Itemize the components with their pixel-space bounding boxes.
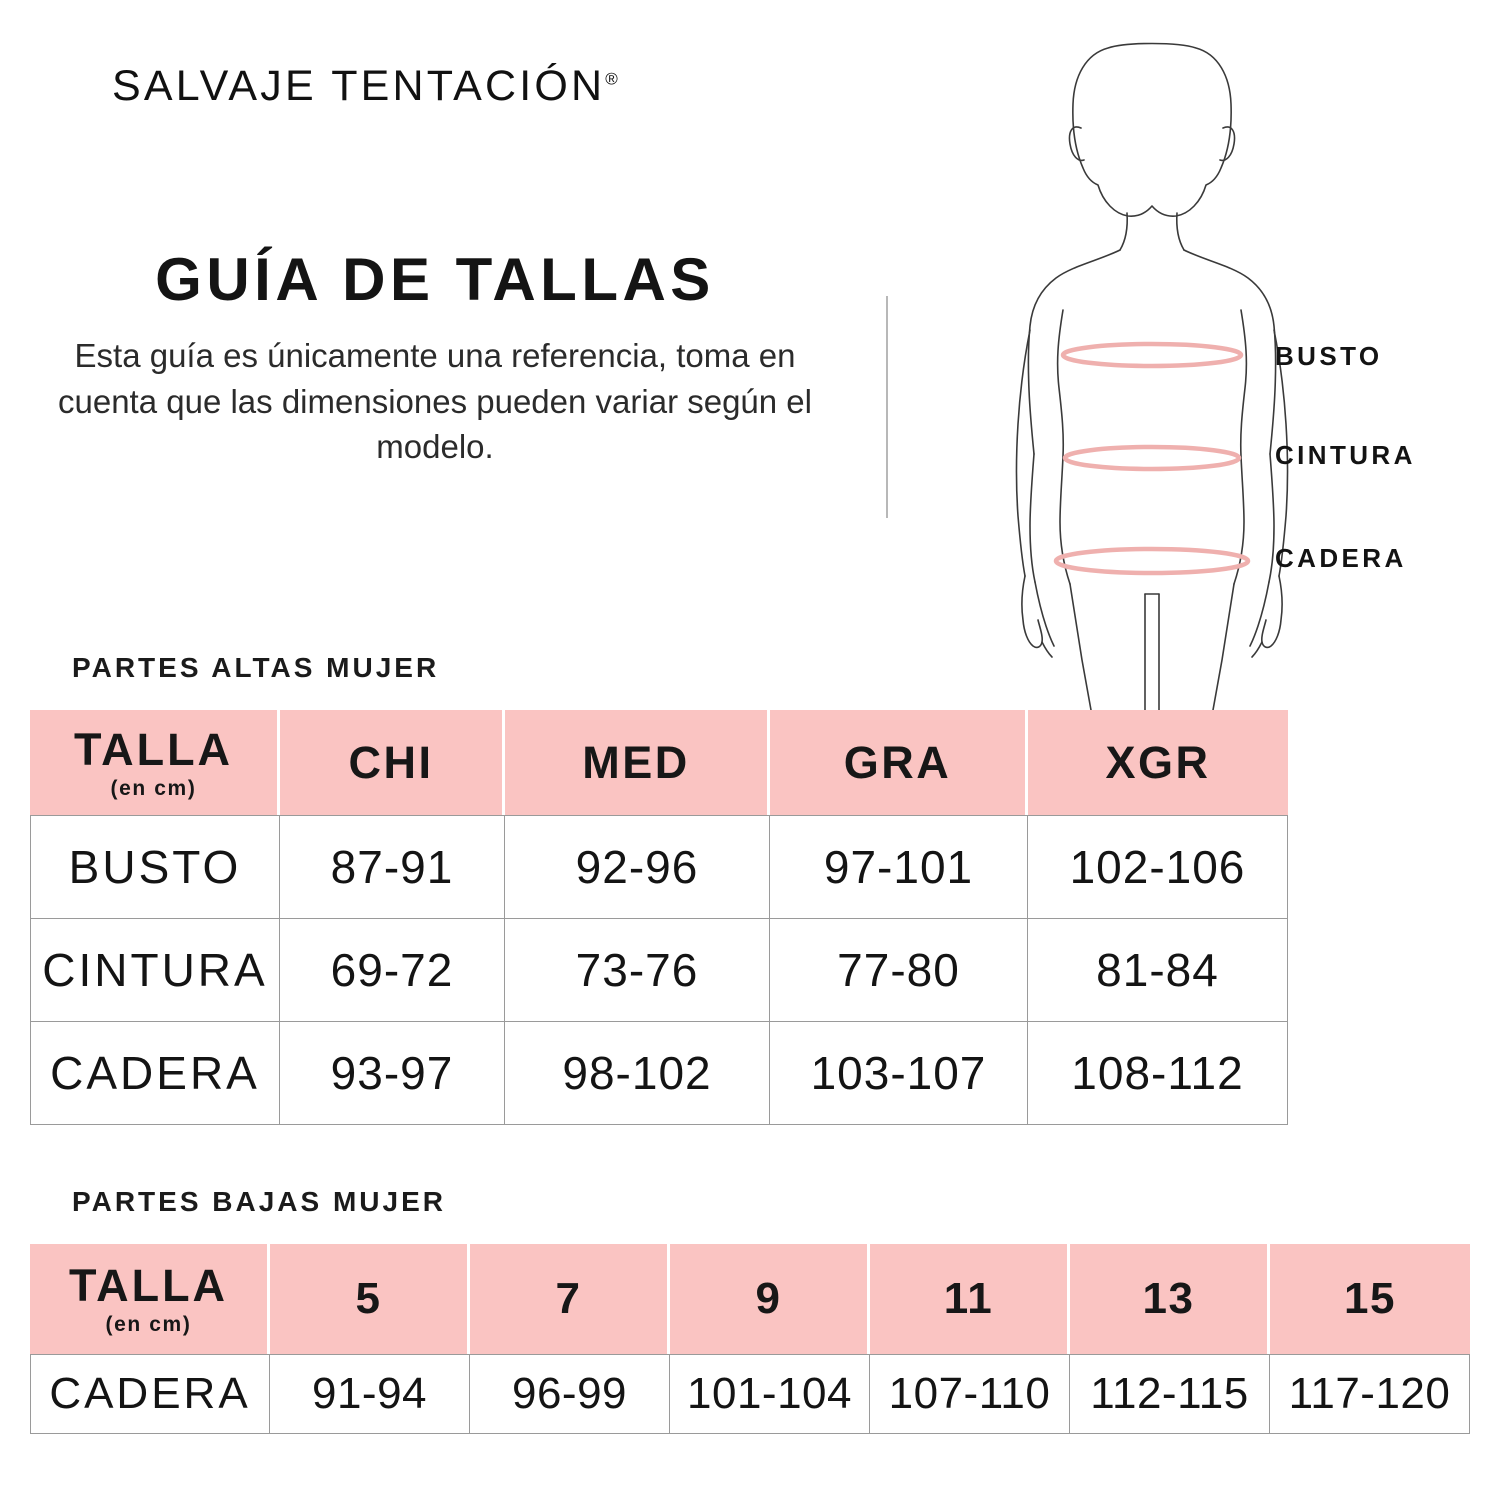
cell-cadera-xgr: 108-112 xyxy=(1028,1022,1288,1125)
cell-busto-chi: 87-91 xyxy=(280,815,505,919)
talla-sublabel: (en cm) xyxy=(105,1313,192,1336)
measurement-label-busto: BUSTO xyxy=(1275,341,1383,371)
cell-cadera-7: 96-99 xyxy=(470,1354,670,1434)
header-cell-talla: TALLA (en cm) xyxy=(30,1244,270,1354)
header-cell-size-15: 15 xyxy=(1270,1244,1470,1354)
size-table-partes-altas: TALLA (en cm) CHI MED GRA XGR BUSTO 87-9… xyxy=(30,710,1288,1125)
header-cell-size-7: 7 xyxy=(470,1244,670,1354)
row-label-cadera: CADERA xyxy=(30,1022,280,1125)
cell-busto-gra: 97-101 xyxy=(770,815,1028,919)
brand-name: SALVAJE TENTACIÓN xyxy=(112,62,606,110)
vertical-divider xyxy=(886,296,888,518)
cell-busto-med: 92-96 xyxy=(505,815,770,919)
intro-description: Esta guía es únicamente una referencia, … xyxy=(57,337,812,466)
cell-cintura-xgr: 81-84 xyxy=(1028,919,1288,1022)
row-label-cadera: CADERA xyxy=(30,1354,270,1434)
table-row: BUSTO 87-91 92-96 97-101 102-106 xyxy=(30,815,1288,919)
header-cell-size-9: 9 xyxy=(670,1244,870,1354)
cell-busto-xgr: 102-106 xyxy=(1028,815,1288,919)
row-label-busto: BUSTO xyxy=(30,815,280,919)
section-caption-partes-altas: PARTES ALTAS MUJER xyxy=(72,652,440,683)
table-row: CADERA 93-97 98-102 103-107 108-112 xyxy=(30,1022,1288,1125)
female-body-figure xyxy=(960,10,1350,710)
section-caption-partes-bajas: PARTES BAJAS MUJER xyxy=(72,1186,446,1217)
header-cell-chi: CHI xyxy=(280,710,505,815)
talla-label: TALLA xyxy=(73,723,234,775)
header-cell-med: MED xyxy=(505,710,770,815)
cell-cadera-9: 101-104 xyxy=(670,1354,870,1434)
cell-cintura-chi: 69-72 xyxy=(280,919,505,1022)
table-header-row: TALLA (en cm) 5 7 9 11 13 15 xyxy=(30,1244,1470,1354)
cell-cadera-med: 98-102 xyxy=(505,1022,770,1125)
cell-cintura-gra: 77-80 xyxy=(770,919,1028,1022)
header-cell-size-5: 5 xyxy=(270,1244,470,1354)
header-cell-talla: TALLA (en cm) xyxy=(30,710,280,815)
header-cell-size-11: 11 xyxy=(870,1244,1070,1354)
size-table-partes-bajas: TALLA (en cm) 5 7 9 11 13 15 CADERA 91-9… xyxy=(30,1244,1470,1434)
table-row: CINTURA 69-72 73-76 77-80 81-84 xyxy=(30,919,1288,1022)
talla-label: TALLA xyxy=(68,1260,229,1311)
cell-cadera-5: 91-94 xyxy=(270,1354,470,1434)
intro-block: GUÍA DE TALLAS Esta guía es únicamente u… xyxy=(40,248,830,470)
registered-trademark-icon: ® xyxy=(605,69,618,89)
cell-cintura-med: 73-76 xyxy=(505,919,770,1022)
talla-sublabel: (en cm) xyxy=(110,776,197,800)
measurement-label-cintura: CINTURA xyxy=(1275,440,1416,470)
cell-cadera-gra: 103-107 xyxy=(770,1022,1028,1125)
header-cell-size-13: 13 xyxy=(1070,1244,1270,1354)
brand-wordmark: SALVAJE TENTACIÓN® xyxy=(112,62,618,111)
header-cell-gra: GRA xyxy=(770,710,1028,815)
header-cell-xgr: XGR xyxy=(1028,710,1288,815)
cell-cadera-chi: 93-97 xyxy=(280,1022,505,1125)
table-header-row: TALLA (en cm) CHI MED GRA XGR xyxy=(30,710,1288,815)
page-title: GUÍA DE TALLAS xyxy=(155,246,715,313)
cell-cadera-13: 112-115 xyxy=(1070,1354,1270,1434)
cell-cadera-15: 117-120 xyxy=(1270,1354,1470,1434)
cell-cadera-11: 107-110 xyxy=(870,1354,1070,1434)
measurement-label-cadera: CADERA xyxy=(1275,543,1407,573)
table-row: CADERA 91-94 96-99 101-104 107-110 112-1… xyxy=(30,1354,1470,1434)
row-label-cintura: CINTURA xyxy=(30,919,280,1022)
